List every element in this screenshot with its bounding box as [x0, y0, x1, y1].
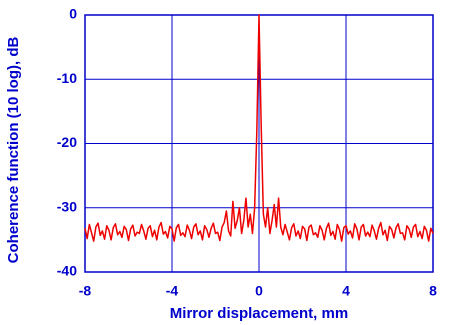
x-tick-label: 4 [342, 283, 350, 299]
data-line [84, 14, 434, 242]
y-tick-label: 0 [69, 6, 77, 22]
y-tick-label: -30 [57, 198, 77, 214]
x-tick-label: 0 [255, 283, 263, 299]
y-tick-label: -40 [57, 263, 77, 279]
x-tick-label: -4 [166, 283, 179, 299]
y-tick-label: -20 [57, 134, 77, 150]
x-tick-label: -8 [79, 283, 92, 299]
y-tick-label: -10 [57, 70, 77, 86]
x-tick-label: 8 [429, 283, 437, 299]
x-axis-label: Mirror displacement, mm [170, 305, 348, 322]
y-axis-label: Coherence function (10 log), dB [5, 36, 22, 263]
